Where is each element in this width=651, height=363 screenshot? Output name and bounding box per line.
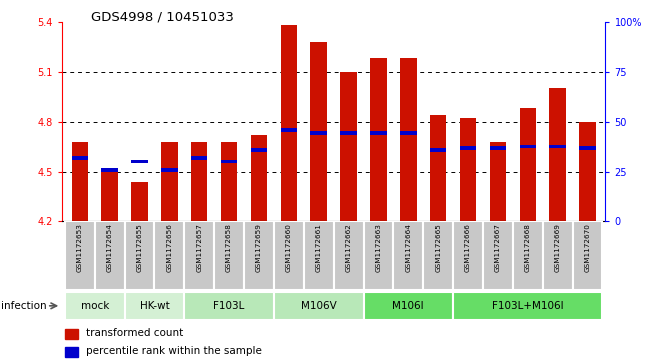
FancyBboxPatch shape xyxy=(513,221,543,290)
Text: F103L+M106I: F103L+M106I xyxy=(492,301,564,311)
FancyBboxPatch shape xyxy=(363,221,393,290)
FancyBboxPatch shape xyxy=(453,292,602,320)
Bar xyxy=(430,148,447,152)
Bar xyxy=(221,142,238,221)
FancyBboxPatch shape xyxy=(304,221,333,290)
Text: GSM1172660: GSM1172660 xyxy=(286,224,292,272)
Text: infection: infection xyxy=(1,301,47,311)
Bar xyxy=(490,142,506,221)
Bar xyxy=(132,182,148,221)
Text: GSM1172654: GSM1172654 xyxy=(107,224,113,272)
FancyBboxPatch shape xyxy=(94,221,124,290)
Text: GSM1172658: GSM1172658 xyxy=(226,224,232,272)
Text: GSM1172666: GSM1172666 xyxy=(465,224,471,272)
Text: GSM1172663: GSM1172663 xyxy=(376,224,381,272)
FancyBboxPatch shape xyxy=(154,221,184,290)
FancyBboxPatch shape xyxy=(274,221,304,290)
Bar xyxy=(340,72,357,221)
Bar xyxy=(430,115,447,221)
Text: GSM1172662: GSM1172662 xyxy=(346,224,352,272)
FancyBboxPatch shape xyxy=(274,292,363,320)
Bar xyxy=(281,128,297,132)
Text: HK-wt: HK-wt xyxy=(139,301,169,311)
Text: percentile rank within the sample: percentile rank within the sample xyxy=(87,346,262,356)
FancyBboxPatch shape xyxy=(543,221,573,290)
Text: GSM1172655: GSM1172655 xyxy=(137,224,143,272)
Bar xyxy=(102,168,118,172)
Text: GSM1172668: GSM1172668 xyxy=(525,224,531,272)
Bar xyxy=(161,168,178,172)
Text: GSM1172653: GSM1172653 xyxy=(77,224,83,272)
Text: GSM1172665: GSM1172665 xyxy=(435,224,441,272)
Text: GSM1172656: GSM1172656 xyxy=(167,224,173,272)
Bar xyxy=(72,156,88,160)
Text: GSM1172669: GSM1172669 xyxy=(555,224,561,272)
Bar xyxy=(132,160,148,163)
Bar xyxy=(251,135,267,221)
Bar xyxy=(519,108,536,221)
Bar xyxy=(519,145,536,148)
Bar xyxy=(460,146,477,150)
Bar xyxy=(221,160,238,163)
Bar xyxy=(370,58,387,221)
Bar xyxy=(281,25,297,221)
FancyBboxPatch shape xyxy=(65,221,94,290)
Bar xyxy=(64,347,78,357)
Bar xyxy=(102,172,118,221)
Bar xyxy=(311,131,327,135)
FancyBboxPatch shape xyxy=(453,221,483,290)
Bar xyxy=(549,88,566,221)
Bar xyxy=(490,146,506,150)
Bar xyxy=(191,142,208,221)
Text: GSM1172664: GSM1172664 xyxy=(406,224,411,272)
FancyBboxPatch shape xyxy=(214,221,244,290)
FancyBboxPatch shape xyxy=(124,221,154,290)
Text: F103L: F103L xyxy=(214,301,245,311)
FancyBboxPatch shape xyxy=(65,292,124,320)
FancyBboxPatch shape xyxy=(333,221,363,290)
Bar xyxy=(579,146,596,150)
FancyBboxPatch shape xyxy=(124,292,184,320)
FancyBboxPatch shape xyxy=(483,221,513,290)
Text: GSM1172667: GSM1172667 xyxy=(495,224,501,272)
Bar xyxy=(161,142,178,221)
Text: transformed count: transformed count xyxy=(87,328,184,338)
Text: GDS4998 / 10451033: GDS4998 / 10451033 xyxy=(91,11,234,24)
Text: GSM1172657: GSM1172657 xyxy=(196,224,202,272)
Text: GSM1172670: GSM1172670 xyxy=(585,224,590,272)
FancyBboxPatch shape xyxy=(423,221,453,290)
FancyBboxPatch shape xyxy=(244,221,274,290)
Text: M106V: M106V xyxy=(301,301,337,311)
Bar xyxy=(400,131,417,135)
FancyBboxPatch shape xyxy=(184,292,274,320)
Text: GSM1172661: GSM1172661 xyxy=(316,224,322,272)
Bar xyxy=(579,122,596,221)
FancyBboxPatch shape xyxy=(363,292,453,320)
Bar xyxy=(549,145,566,148)
Text: M106I: M106I xyxy=(393,301,424,311)
Bar xyxy=(64,329,78,339)
Bar xyxy=(400,58,417,221)
FancyBboxPatch shape xyxy=(184,221,214,290)
FancyBboxPatch shape xyxy=(573,221,602,290)
Bar xyxy=(251,148,267,152)
Bar xyxy=(191,156,208,160)
Bar xyxy=(311,42,327,221)
Text: mock: mock xyxy=(81,301,109,311)
Bar xyxy=(460,118,477,221)
Bar xyxy=(370,131,387,135)
FancyBboxPatch shape xyxy=(393,221,423,290)
Bar xyxy=(72,142,88,221)
Text: GSM1172659: GSM1172659 xyxy=(256,224,262,272)
Bar xyxy=(340,131,357,135)
